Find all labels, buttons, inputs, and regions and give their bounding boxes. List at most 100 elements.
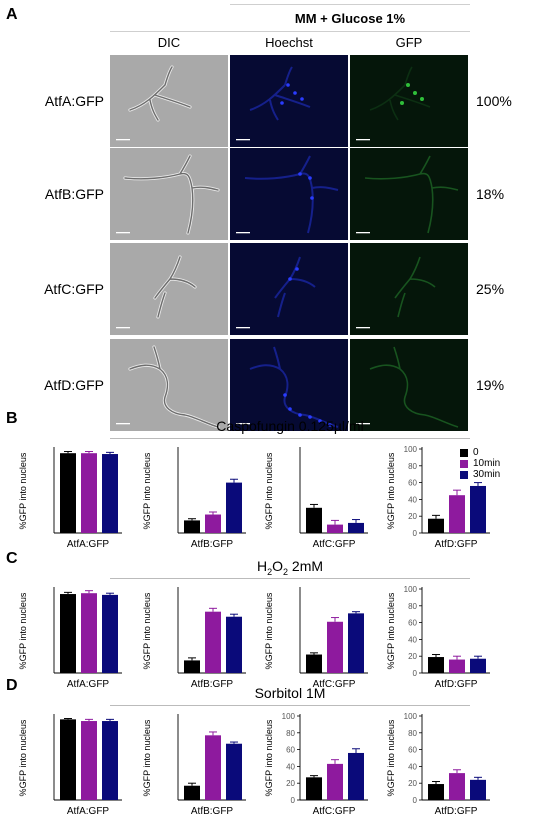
bar-30min: [102, 721, 118, 800]
chart-legend: 0 10min 30min: [460, 447, 500, 480]
legend-swatch-10min: [460, 459, 468, 468]
y-axis-label: %GFP into nucleus: [264, 592, 274, 669]
y-tick-label: 80: [408, 729, 417, 738]
y-tick-label: 80: [408, 602, 417, 611]
y-tick-label: 20: [408, 652, 417, 661]
strain-label: AtfA:GFP: [44, 93, 104, 109]
x-axis-label: AtfB:GFP: [191, 539, 234, 550]
legend-label-30min: 30min: [473, 469, 501, 480]
hoechst-micrograph: [230, 148, 348, 240]
bar-10min: [327, 763, 343, 800]
hoechst-micrograph: [230, 55, 348, 147]
hoechst-micrograph: [230, 243, 348, 335]
y-tick-label: 40: [286, 762, 295, 771]
bar-10min: [81, 593, 97, 673]
bar-chart-b-2: %GFP into nucleus AtfB:GFP: [140, 443, 258, 565]
bar-10min: [205, 611, 221, 673]
x-axis-label: AtfA:GFP: [67, 806, 110, 817]
gfp-micrograph: [350, 243, 468, 335]
legend-item-0: 0: [460, 447, 500, 458]
bar-30min: [226, 743, 242, 800]
y-tick-label: 60: [408, 479, 417, 488]
panel-letter-a: A: [6, 6, 18, 23]
y-axis-label: %GFP into nucleus: [264, 452, 274, 529]
channel-label-hoechst: Hoechst: [265, 35, 313, 50]
bar-10min: [449, 495, 465, 533]
bar-0: [60, 719, 76, 800]
y-tick-label: 100: [282, 712, 296, 721]
legend-swatch-30min: [460, 470, 468, 479]
x-axis-label: AtfA:GFP: [67, 679, 110, 690]
gfp-micrograph: [350, 339, 468, 431]
y-axis-label: %GFP into nucleus: [142, 592, 152, 669]
bar-chart-c-1: %GFP into nucleus AtfA:GFP: [16, 583, 134, 705]
y-tick-label: 0: [413, 529, 418, 538]
x-axis-label: AtfB:GFP: [191, 806, 234, 817]
bar-0: [306, 777, 322, 800]
y-tick-label: 40: [408, 495, 417, 504]
bar-30min: [348, 522, 364, 533]
y-axis-label: %GFP into nucleus: [18, 452, 28, 529]
section-title-b: Caspofungin 0.125µl/ml: [216, 418, 364, 434]
y-tick-label: 0: [413, 669, 418, 678]
bar-0: [60, 594, 76, 673]
y-tick-label: 100: [404, 585, 418, 594]
x-axis-label: AtfB:GFP: [191, 679, 234, 690]
section-top-line: [110, 438, 470, 439]
panel-letter-c: C: [6, 550, 18, 567]
bar-30min: [102, 454, 118, 533]
bar-10min: [205, 735, 221, 800]
legend-label-0: 0: [473, 447, 479, 458]
bar-30min: [470, 485, 486, 533]
percent-label: 18%: [476, 186, 505, 202]
x-axis-label: AtfC:GFP: [313, 679, 356, 690]
bar-10min: [327, 524, 343, 533]
strain-label: AtfD:GFP: [44, 377, 104, 393]
bar-0: [428, 657, 444, 673]
y-axis-label: %GFP into nucleus: [18, 719, 28, 796]
y-tick-label: 100: [404, 445, 418, 454]
x-axis-label: AtfC:GFP: [313, 806, 356, 817]
x-axis-label: AtfD:GFP: [435, 539, 478, 550]
x-axis-label: AtfD:GFP: [435, 806, 478, 817]
bar-0: [306, 507, 322, 533]
y-axis-label: %GFP into nucleus: [386, 592, 396, 669]
bar-0: [184, 660, 200, 673]
bar-10min: [205, 514, 221, 533]
y-axis-label: %GFP into nucleus: [18, 592, 28, 669]
bar-chart-d-1: %GFP into nucleus AtfA:GFP: [16, 710, 134, 832]
bar-10min: [449, 773, 465, 800]
section-top-line: [110, 578, 470, 579]
y-tick-label: 40: [408, 762, 417, 771]
y-tick-label: 0: [413, 796, 418, 805]
bar-chart-b-3: %GFP into nucleus AtfC:GFP: [262, 443, 380, 565]
y-axis-label: %GFP into nucleus: [386, 719, 396, 796]
bar-chart-d-4: %GFP into nucleus 0 20 40 60 80 100 AtfD:GFP: [384, 710, 502, 832]
y-tick-label: 40: [408, 635, 417, 644]
y-tick-label: 80: [286, 729, 295, 738]
section-title-d: Sorbitol 1M: [254, 685, 326, 701]
condition-top-line: [230, 4, 470, 5]
channel-label-dic: DIC: [157, 35, 181, 50]
y-tick-label: 0: [291, 796, 296, 805]
bar-chart-c-2: %GFP into nucleus AtfB:GFP: [140, 583, 258, 705]
hoechst-micrograph: [230, 339, 348, 431]
bar-30min: [226, 482, 242, 533]
bar-chart-d-2: %GFP into nucleus AtfB:GFP: [140, 710, 258, 832]
dic-micrograph: [110, 148, 228, 240]
bar-30min: [226, 616, 242, 673]
bar-chart-d-3: %GFP into nucleus 0 20 40 60 80 100 AtfC:GFP: [262, 710, 380, 832]
dic-micrograph: [110, 339, 228, 431]
strain-label: AtfC:GFP: [44, 281, 104, 297]
y-tick-label: 60: [408, 746, 417, 755]
section-top-line: [110, 705, 470, 706]
y-tick-label: 60: [286, 746, 295, 755]
bar-10min: [81, 721, 97, 800]
bar-30min: [348, 613, 364, 673]
bar-0: [184, 785, 200, 800]
legend-item-10min: 10min: [460, 458, 500, 469]
condition-bottom-line: [110, 31, 470, 32]
bar-chart-b-1: %GFP into nucleus AtfA:GFP: [16, 443, 134, 565]
bar-0: [428, 784, 444, 800]
channel-label-gfp: GFP: [395, 35, 423, 50]
